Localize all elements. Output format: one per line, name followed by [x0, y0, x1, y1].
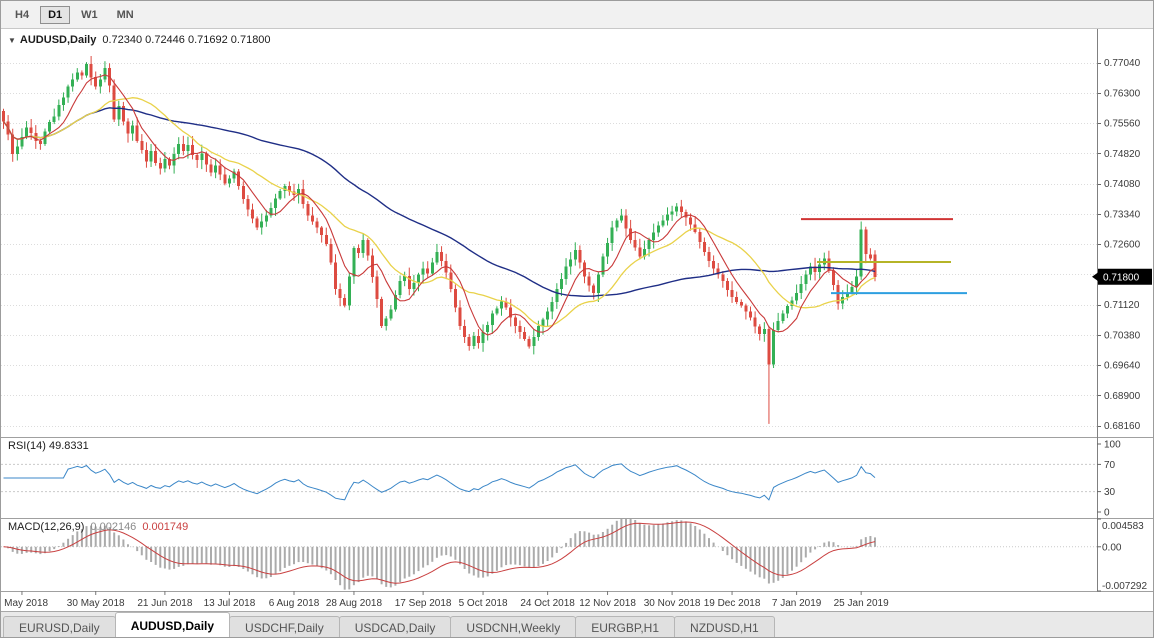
chart-ohlc-values: 0.72340 0.72446 0.71692 0.71800	[102, 34, 271, 46]
svg-text:0.69640: 0.69640	[1104, 361, 1141, 372]
chart-title: ▼ AUDUSD,Daily 0.72340 0.72446 0.71692 0.7…	[8, 34, 271, 46]
tab-usdcnh-weekly[interactable]: USDCNH,Weekly	[450, 616, 577, 637]
svg-text:12 Nov 2018: 12 Nov 2018	[579, 598, 636, 609]
rsi-label: RSI(14)	[8, 440, 46, 452]
symbol-tab-bar: EURUSD,Daily AUDUSD,Daily USDCHF,Daily U…	[1, 611, 1153, 637]
svg-text:21 Jun 2018: 21 Jun 2018	[137, 598, 192, 609]
svg-text:0.74080: 0.74080	[1104, 179, 1141, 190]
svg-text:0.68160: 0.68160	[1104, 421, 1141, 432]
tab-usdcad-daily[interactable]: USDCAD,Daily	[338, 616, 452, 637]
candlestick-chart-canvas[interactable]: 0.77040 0.76300 0.75560 0.74820 0.74080 0.733…	[1, 29, 1153, 611]
svg-text:8 May 2018: 8 May 2018	[1, 598, 49, 609]
svg-text:19 Dec 2018: 19 Dec 2018	[704, 598, 761, 609]
svg-text:100: 100	[1104, 440, 1121, 451]
macd-main-value: 0.002146	[90, 521, 137, 533]
rsi-pane: 100 70 30 0	[1, 440, 1121, 519]
date-axis: 8 May 2018 30 May 2018 21 Jun 2018 13 Jul 2…	[1, 591, 889, 609]
svg-text:0.72600: 0.72600	[1104, 240, 1141, 251]
current-price-badge: 0.71800	[1092, 268, 1152, 285]
ma-line-slow	[2, 107, 876, 298]
svg-text:0.74820: 0.74820	[1104, 149, 1141, 160]
svg-text:0.004583: 0.004583	[1102, 521, 1144, 532]
timeframe-toolbar: H4 D1 W1 MN	[1, 1, 1153, 29]
tab-eurusd-daily[interactable]: EURUSD,Daily	[3, 616, 116, 637]
svg-text:0.00: 0.00	[1102, 542, 1122, 553]
timeframe-w1-button[interactable]: W1	[73, 6, 106, 24]
timeframe-mn-button[interactable]: MN	[109, 6, 142, 24]
svg-text:0.68900: 0.68900	[1104, 391, 1141, 402]
svg-text:7 Jan 2019: 7 Jan 2019	[772, 598, 822, 609]
tab-usdchf-daily[interactable]: USDCHF,Daily	[229, 616, 340, 637]
svg-text:0: 0	[1104, 508, 1110, 519]
macd-label: MACD(12,26,9)	[8, 521, 85, 533]
pane-separators	[1, 29, 1153, 592]
svg-text:0.77040: 0.77040	[1104, 58, 1141, 69]
svg-text:30 Nov 2018: 30 Nov 2018	[644, 598, 701, 609]
chart-symbol-label: AUDUSD,Daily	[19, 34, 97, 46]
svg-text:25 Jan 2019: 25 Jan 2019	[834, 598, 889, 609]
ma-line-mid	[2, 97, 876, 328]
svg-text:6 Aug 2018: 6 Aug 2018	[269, 598, 320, 609]
svg-text:0.73340: 0.73340	[1104, 209, 1141, 220]
macd-indicator-title: MACD(12,26,9) 0.002146 0.001749	[8, 521, 188, 533]
macd-pane: 0.004583 0.00 -0.007292	[1, 518, 1147, 592]
svg-text:5 Oct 2018: 5 Oct 2018	[459, 598, 508, 609]
macd-signal-value: 0.001749	[142, 521, 189, 533]
tab-nzdusd-h1[interactable]: NZDUSD,H1	[674, 616, 775, 637]
svg-text:28 Aug 2018: 28 Aug 2018	[326, 598, 383, 609]
svg-text:17 Sep 2018: 17 Sep 2018	[395, 598, 452, 609]
timeframe-d1-button[interactable]: D1	[40, 5, 71, 24]
svg-text:13 Jul 2018: 13 Jul 2018	[204, 598, 256, 609]
svg-text:70: 70	[1104, 460, 1116, 471]
rsi-indicator-title: RSI(14) 49.8331	[8, 440, 89, 452]
svg-text:-0.007292: -0.007292	[1102, 581, 1147, 592]
price-grid-and-axis: 0.77040 0.76300 0.75560 0.74820 0.74080 0.733…	[1, 58, 1141, 432]
tab-eurgbp-h1[interactable]: EURGBP,H1	[575, 616, 676, 637]
svg-text:0.75560: 0.75560	[1104, 119, 1141, 130]
candles	[2, 56, 877, 424]
svg-text:30: 30	[1104, 487, 1116, 498]
timeframe-h4-button[interactable]: H4	[7, 6, 37, 24]
svg-text:0.70380: 0.70380	[1104, 330, 1141, 341]
rsi-value: 49.8331	[48, 440, 89, 452]
chart-area[interactable]: 0.77040 0.76300 0.75560 0.74820 0.74080 0.733…	[1, 29, 1153, 611]
svg-text:0.76300: 0.76300	[1104, 88, 1141, 99]
ma-line-fast	[3, 74, 876, 336]
svg-text:30 May 2018: 30 May 2018	[67, 598, 125, 609]
svg-text:0.71800: 0.71800	[1103, 273, 1140, 284]
svg-text:24 Oct 2018: 24 Oct 2018	[520, 598, 575, 609]
tab-audusd-daily[interactable]: AUDUSD,Daily	[114, 612, 231, 637]
chart-dropdown-icon[interactable]: ▼	[8, 36, 16, 45]
svg-text:0.71120: 0.71120	[1104, 300, 1140, 311]
